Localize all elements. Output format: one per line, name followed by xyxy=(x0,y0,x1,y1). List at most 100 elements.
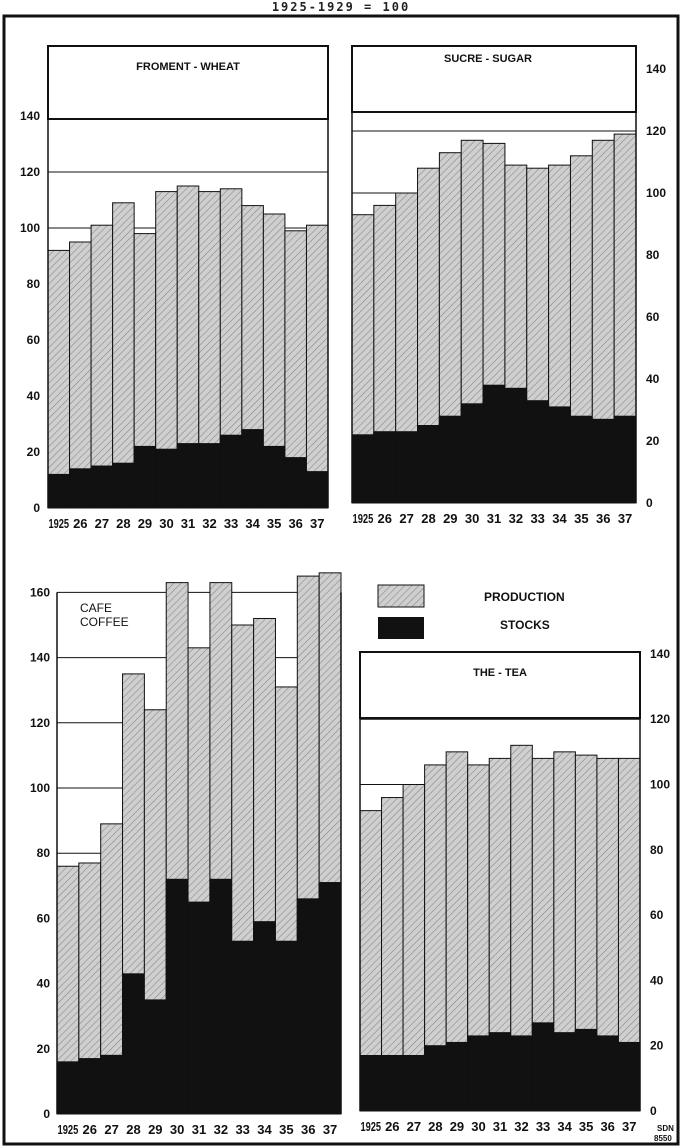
bar-stocks-wheat-28 xyxy=(112,462,135,509)
y-tick-label-wheat-0: 0 xyxy=(33,501,40,515)
chart-title-coffee-line-1: CAFE xyxy=(80,601,112,615)
bar-stocks-sugar-34 xyxy=(548,406,571,504)
x-tick-label-sugar-33: 33 xyxy=(530,511,544,526)
bar-production-wheat-26 xyxy=(69,241,92,509)
bar-stocks-tea-32 xyxy=(510,1035,533,1112)
bar-stocks-tea-33 xyxy=(531,1022,555,1112)
bar-stocks-sugar-35 xyxy=(569,415,593,504)
x-tick-label-sugar-31: 31 xyxy=(487,511,501,526)
bar-stocks-sugar-36 xyxy=(591,418,615,504)
bar-stocks-sugar-32 xyxy=(504,387,528,504)
x-tick-label-coffee-30: 30 xyxy=(170,1122,184,1137)
x-tick-label-tea-37: 37 xyxy=(622,1119,636,1134)
bar-stocks-tea-30 xyxy=(467,1035,490,1112)
bar-production-wheat-37 xyxy=(305,224,329,509)
bar-stocks-sugar-28 xyxy=(417,425,440,504)
bar-stocks-tea-37 xyxy=(617,1041,641,1112)
x-tick-label-tea-34: 34 xyxy=(557,1119,572,1134)
chart-title-wheat: FROMENT - WHEAT xyxy=(136,61,240,73)
x-tick-label-sugar-35: 35 xyxy=(574,511,588,526)
x-tick-label-tea-33: 33 xyxy=(536,1119,550,1134)
x-tick-label-coffee-32: 32 xyxy=(214,1122,228,1137)
y-tick-label-coffee-60: 60 xyxy=(37,911,51,925)
x-tick-label-coffee-26: 26 xyxy=(83,1122,97,1137)
y-tick-label-wheat-60: 60 xyxy=(27,333,41,347)
bar-stocks-sugar-30 xyxy=(460,403,484,504)
bar-stocks-sugar-26 xyxy=(373,431,397,504)
bar-production-wheat-28 xyxy=(112,202,135,509)
y-tick-label-sugar-120: 120 xyxy=(646,124,666,138)
y-tick-label-coffee-160: 160 xyxy=(30,585,50,599)
x-tick-label-sugar-32: 32 xyxy=(509,511,523,526)
x-tick-label-coffee-33: 33 xyxy=(235,1122,249,1137)
x-tick-label-wheat-32: 32 xyxy=(202,516,216,531)
chart-tea: THE - TEA 1925 26 27 28 29 30 31 32 33 34 35 36 37 0 20… xyxy=(359,647,670,1134)
x-tick-label-wheat-1925: 1925 xyxy=(49,516,70,531)
x-tick-label-coffee-34: 34 xyxy=(257,1122,272,1137)
bar-stocks-tea-34 xyxy=(553,1032,576,1112)
bar-stocks-wheat-33 xyxy=(219,434,243,509)
x-tick-label-sugar-29: 29 xyxy=(443,511,457,526)
y-tick-label-sugar-0: 0 xyxy=(646,496,653,510)
bar-production-wheat-1925 xyxy=(47,249,71,509)
bar-stocks-wheat-26 xyxy=(69,468,92,509)
bar-stocks-tea-36 xyxy=(596,1035,619,1112)
y-tick-label-wheat-80: 80 xyxy=(27,277,41,291)
x-tick-label-coffee-27: 27 xyxy=(104,1122,118,1137)
bar-stocks-wheat-1925 xyxy=(47,473,71,509)
y-tick-label-sugar-80: 80 xyxy=(646,248,660,262)
y-tick-label-sugar-60: 60 xyxy=(646,310,660,324)
title-box-tea xyxy=(359,651,641,719)
bar-stocks-wheat-27 xyxy=(90,465,114,509)
legend-stocks-swatch xyxy=(378,617,424,639)
x-tick-label-tea-1925: 1925 xyxy=(361,1119,382,1134)
bar-stocks-coffee-27 xyxy=(100,1054,124,1115)
y-tick-label-wheat-40: 40 xyxy=(27,389,41,403)
x-tick-label-coffee-37: 37 xyxy=(323,1122,337,1137)
x-tick-label-wheat-36: 36 xyxy=(288,516,302,531)
x-tick-label-coffee-29: 29 xyxy=(148,1122,162,1137)
x-tick-label-sugar-37: 37 xyxy=(618,511,632,526)
legend-production-swatch xyxy=(377,584,425,608)
x-tick-label-sugar-28: 28 xyxy=(421,511,435,526)
x-tick-label-sugar-26: 26 xyxy=(378,511,392,526)
x-tick-label-tea-30: 30 xyxy=(471,1119,485,1134)
bar-stocks-tea-28 xyxy=(424,1045,447,1112)
bar-stocks-coffee-34 xyxy=(253,921,276,1115)
figure-caption: 1925-1929 = 100 xyxy=(271,0,411,14)
x-tick-label-tea-26: 26 xyxy=(385,1119,399,1134)
x-tick-label-coffee-31: 31 xyxy=(192,1122,206,1137)
x-tick-label-wheat-27: 27 xyxy=(95,516,109,531)
bar-stocks-wheat-31 xyxy=(176,443,200,509)
bar-stocks-wheat-29 xyxy=(133,445,157,509)
bar-stocks-wheat-34 xyxy=(241,429,264,509)
x-tick-label-sugar-34: 34 xyxy=(552,511,567,526)
chart-wheat: FROMENT - WHEAT 1925 26 27 28 29 30 31 32 33 34 35 3… xyxy=(20,45,329,531)
x-tick-label-coffee-35: 35 xyxy=(279,1122,293,1137)
title-box-wheat xyxy=(47,45,329,120)
bar-stocks-sugar-1925 xyxy=(351,434,375,504)
bar-stocks-coffee-35 xyxy=(274,940,298,1115)
x-tick-label-coffee-28: 28 xyxy=(126,1122,140,1137)
y-tick-label-wheat-100: 100 xyxy=(20,221,40,235)
y-tick-label-sugar-140: 140 xyxy=(646,62,666,76)
bar-stocks-wheat-36 xyxy=(284,457,307,509)
y-tick-label-tea-40: 40 xyxy=(650,973,664,987)
bar-stocks-tea-26 xyxy=(381,1054,404,1112)
x-tick-label-sugar-27: 27 xyxy=(399,511,413,526)
y-tick-label-tea-140: 140 xyxy=(650,647,670,661)
stamp-line-2: 8550 xyxy=(654,1134,672,1143)
y-tick-label-tea-120: 120 xyxy=(650,712,670,726)
bar-stocks-coffee-30 xyxy=(165,878,189,1115)
bar-stocks-coffee-36 xyxy=(296,898,320,1115)
x-tick-label-wheat-33: 33 xyxy=(224,516,238,531)
x-tick-label-tea-31: 31 xyxy=(493,1119,507,1134)
x-tick-label-tea-36: 36 xyxy=(600,1119,614,1134)
x-tick-label-wheat-34: 34 xyxy=(245,516,260,531)
stamp-line-1: SDN xyxy=(657,1124,674,1133)
x-tick-label-wheat-29: 29 xyxy=(138,516,152,531)
bar-stocks-tea-1925 xyxy=(359,1054,383,1112)
bar-stocks-tea-29 xyxy=(445,1041,469,1112)
legend: PRODUCTION STOCKS xyxy=(377,584,565,639)
